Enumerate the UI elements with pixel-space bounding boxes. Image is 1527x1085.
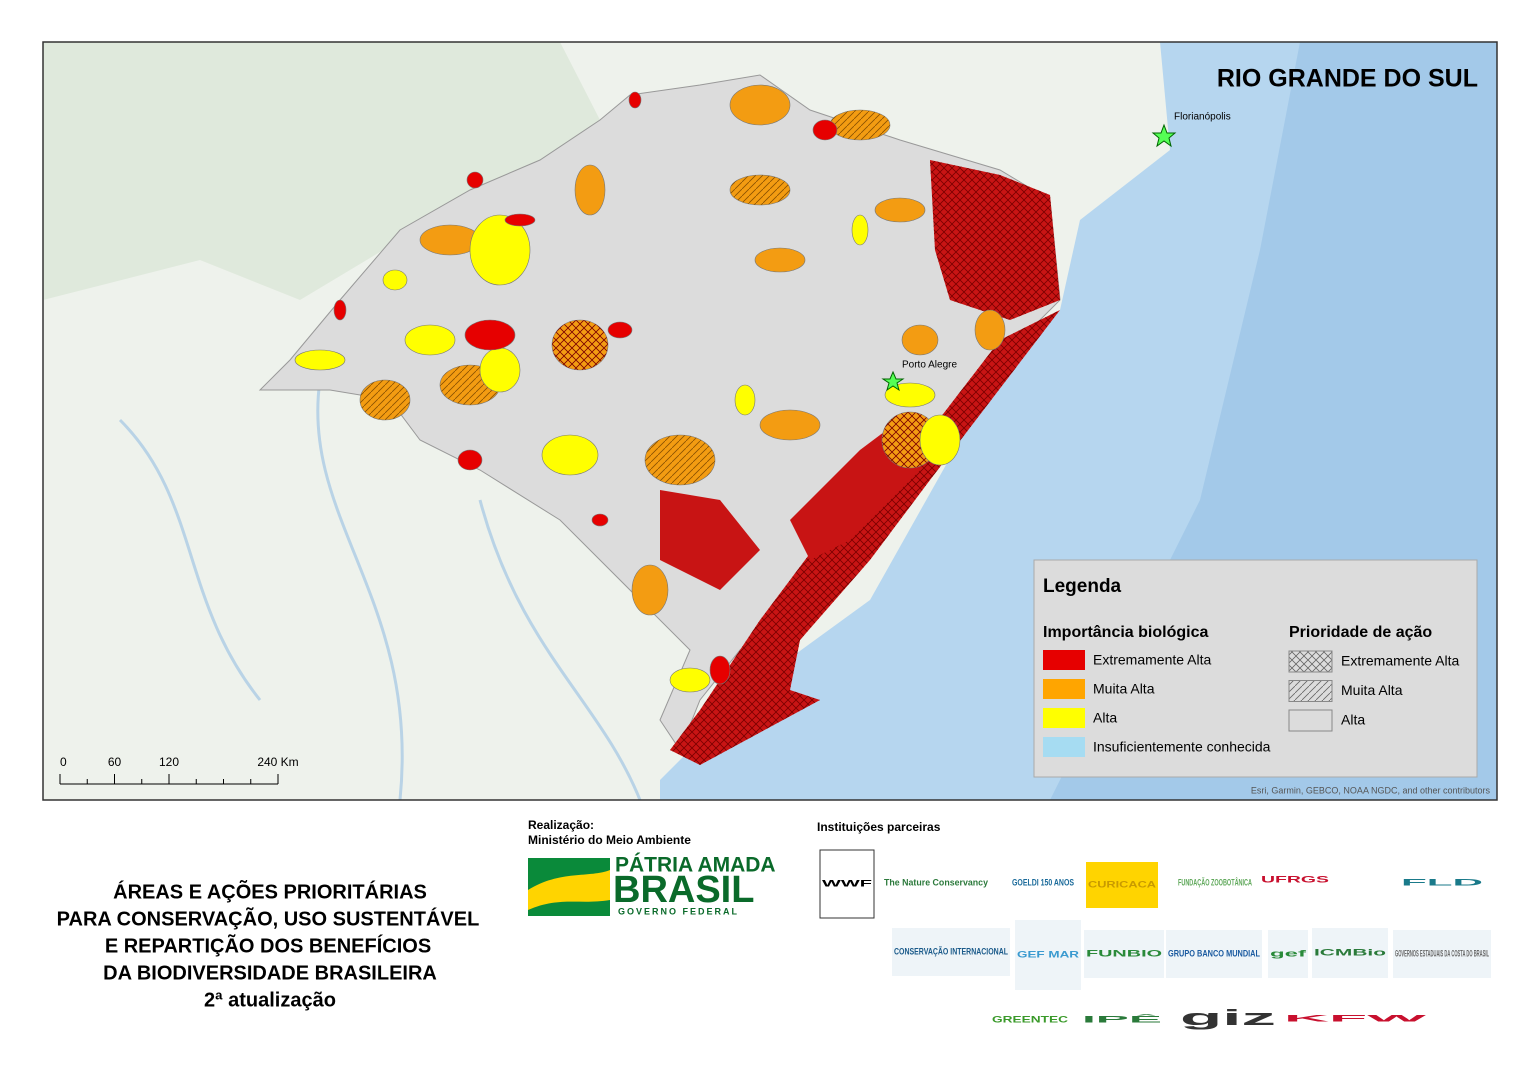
partner-name: CURICACA — [1088, 879, 1157, 889]
legend-label: Extremamente Alta — [1093, 652, 1211, 668]
scale-label: 120 — [159, 755, 179, 769]
partner-name: gef — [1270, 948, 1309, 958]
partner-logo — [1393, 930, 1491, 978]
partner-logo — [1176, 858, 1254, 908]
partner-logos: WWF The Nature Conservancy GOELDI 150 ANOS… — [819, 849, 1491, 1048]
legend-subtitle: Prioridade de ação — [1289, 624, 1432, 641]
partner-name: The Nature Conservancy — [884, 877, 988, 887]
yellow-zones — [294, 214, 961, 693]
partner-logo — [882, 858, 990, 908]
place-label: Porto Alegre — [902, 360, 957, 371]
title-line: PARA CONSERVAÇÃO, USO SUSTENTÁVEL — [57, 907, 480, 930]
partner-logo — [819, 849, 875, 919]
title-line: 2ª atualização — [204, 989, 336, 1011]
partner-logo — [1010, 858, 1076, 908]
forest — [43, 42, 600, 300]
partner-logo — [1166, 930, 1262, 978]
red-zones — [333, 91, 838, 685]
legend-swatch — [1043, 708, 1085, 728]
partner-name: UFRGS — [1261, 874, 1329, 884]
city-marker — [881, 370, 905, 392]
partner-logo — [1282, 990, 1428, 1048]
partner-name: KFW — [1284, 1013, 1429, 1023]
legend-swatch — [1043, 650, 1085, 670]
scale-label: 60 — [108, 755, 122, 769]
legend-label: Alta — [1341, 712, 1365, 728]
title-line: ÁREAS E AÇÕES PRIORITÁRIAS — [113, 879, 427, 903]
scale-bar: 0 60 120 240 Km — [59, 755, 299, 785]
legend-swatch — [1288, 650, 1333, 673]
label: Realização: — [528, 818, 594, 832]
legend-label: Extremamente Alta — [1341, 653, 1459, 669]
place-label: Florianópolis — [1174, 112, 1231, 123]
map-title: RIO GRANDE DO SUL — [1217, 65, 1478, 93]
scale-label: 240 Km — [257, 755, 298, 769]
partner-name: GEF MAR — [1017, 949, 1080, 959]
zone — [660, 490, 760, 590]
brand: BRASIL — [613, 869, 754, 911]
partner-name: FUNBIO — [1086, 948, 1162, 958]
partner-name: FUNDAÇÃO ZOOBOTÂNICA — [1178, 876, 1252, 887]
legend-swatch — [1288, 709, 1333, 732]
partner-logo — [1015, 920, 1081, 990]
legend-box — [1033, 559, 1478, 778]
label: Instituições parceiras — [817, 820, 941, 834]
scale-label: 0 — [60, 755, 67, 769]
partner-logo — [892, 928, 1010, 976]
label: Ministério do Meio Ambiente — [528, 833, 691, 847]
partner-name: GRUPO BANCO MUNDIAL — [1168, 948, 1260, 958]
title-line: DA BIODIVERSIDADE BRASILEIRA — [103, 962, 437, 984]
legend-subtitle: Importância biológica — [1043, 624, 1208, 641]
legend-swatch — [1043, 737, 1085, 757]
partner-logo — [990, 995, 1070, 1045]
partner-logo — [1312, 928, 1388, 978]
partner-logo — [1259, 852, 1331, 908]
partner-name: GREENTEC — [992, 1014, 1069, 1024]
partner-logo — [1086, 862, 1158, 908]
partner-name: GOELDI 150 ANOS — [1012, 877, 1074, 887]
partner-name: CONSERVAÇÃO INTERNACIONAL — [894, 946, 1008, 956]
legend: Legenda Importância biológica Prioridade… — [1033, 559, 1478, 778]
partner-name: ICMBio — [1314, 947, 1387, 957]
legend-swatch — [1043, 679, 1085, 699]
brand: GOVERNO FEDERAL — [618, 906, 739, 916]
partner-logo — [1084, 930, 1164, 978]
title-line: E REPARTIÇÃO DOS BENEFÍCIOS — [105, 934, 431, 957]
legend-label: Muita Alta — [1341, 682, 1403, 698]
legend-label: Insuficientemente conhecida — [1093, 739, 1271, 755]
map: Florianópolis Porto Alegre RIO GRANDE DO… — [43, 42, 1497, 800]
partner-logo — [1399, 858, 1485, 908]
partner-name: giz — [1180, 1005, 1276, 1030]
legend-title: Legenda — [1043, 576, 1122, 597]
brand: PÁTRIA AMADA — [615, 854, 776, 877]
city-marker — [1151, 123, 1177, 148]
partner-logo — [1268, 930, 1308, 978]
river — [118, 379, 642, 800]
partner-name: IPÊ — [1082, 1013, 1162, 1024]
legend-swatch — [1288, 680, 1333, 702]
attribution: Esri, Garmin, GEBCO, NOAA NGDC, and othe… — [1251, 785, 1491, 795]
partner-logo — [1178, 990, 1278, 1048]
legend-label: Alta — [1093, 710, 1117, 726]
partner-name: FLD — [1401, 877, 1485, 887]
map-frame — [42, 41, 1498, 801]
partner-name: WWF — [822, 878, 873, 888]
footer-title: ÁREAS E AÇÕES PRIORITÁRIAS PARA CONSERVA… — [57, 879, 480, 1011]
legend-label: Muita Alta — [1093, 681, 1155, 697]
partner-logo — [1080, 995, 1164, 1045]
partner-name: GOVERNOS ESTADUAIS DA COSTA DO BRASIL — [1395, 948, 1489, 958]
